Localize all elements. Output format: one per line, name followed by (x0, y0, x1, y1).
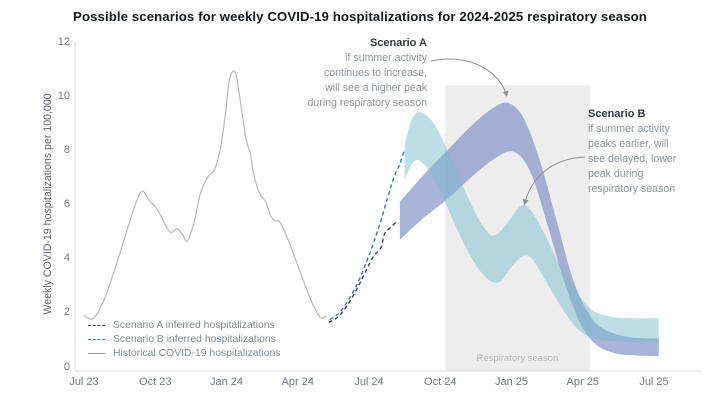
scenario-b-arrow (522, 156, 586, 206)
legend-item: Scenario A inferred hospitalizations (88, 318, 280, 332)
page-title: Possible scenarios for weekly COVID-19 h… (73, 9, 647, 24)
scenario-b-line: respiratory season (588, 183, 676, 195)
scenario-b-line: see delayed, lower (588, 153, 677, 165)
x-tick-apr-24: Apr 24 (281, 376, 314, 388)
x-tick-jul-25: Jul 25 (639, 376, 669, 388)
annotation-scenario-a: Scenario A if summer activity continues … (267, 36, 427, 111)
y-tick-2: 2 (63, 306, 70, 319)
legend-swatch-dashed (88, 338, 105, 340)
legend-swatch-dashed (88, 324, 105, 326)
scenario-a-line: if summer activity (345, 52, 427, 64)
scenario-b-line: if summer activity (588, 123, 670, 135)
legend-label: Scenario B inferred hospitalizations (113, 333, 276, 345)
respiratory-season-label: Respiratory season (476, 353, 559, 364)
x-tick-jul-23: Jul 23 (69, 376, 99, 388)
legend: Scenario A inferred hospitalizations Scen… (88, 318, 280, 360)
y-tick-4: 4 (63, 252, 70, 265)
y-tick-12: 12 (57, 35, 70, 48)
scenario-a-arrow (430, 58, 509, 98)
legend-label: Historical COVID-19 hospitalizations (113, 347, 281, 359)
legend-item: Scenario B inferred hospitalizations (88, 332, 280, 346)
annotation-scenario-b: Scenario B if summer activity peaks earl… (588, 107, 718, 197)
y-tick-10: 10 (57, 89, 70, 102)
scenario-b-title: Scenario B (588, 108, 646, 120)
x-tick-oct-23: Oct 23 (139, 376, 172, 388)
y-tick-0: 0 (63, 360, 70, 373)
x-tick-jan-25: Jan 25 (494, 376, 529, 388)
y-tick-8: 8 (63, 143, 70, 156)
scenario-a-projection-band (399, 102, 659, 357)
scenario-a-line: during respiratory season (307, 97, 427, 109)
scenario-b-line: peak during (588, 168, 644, 180)
scenario-b-line: peaks earlier, will (588, 138, 669, 150)
scenario-a-line: will see a higher peak (325, 82, 427, 94)
scenario-b-projection-band (404, 112, 659, 343)
legend-item: Historical COVID-19 hospitalizations (88, 346, 280, 360)
x-tick-jan-24: Jan 24 (209, 376, 244, 388)
scenario-b-inferred-hospitalizations (329, 148, 406, 321)
y-tick-6: 6 (63, 198, 70, 210)
x-tick-oct-24: Oct 24 (424, 376, 457, 388)
legend-label: Scenario A inferred hospitalizations (113, 319, 275, 331)
legend-swatch-solid (88, 352, 105, 354)
scenario-a-line: continues to increase, (323, 67, 427, 79)
x-tick-jul-24: Jul 24 (354, 376, 384, 388)
historical-covid-19-hospitalizations (83, 70, 327, 320)
scenario-a-title: Scenario A (369, 37, 427, 49)
x-tick-apr-25: Apr 25 (566, 376, 599, 388)
